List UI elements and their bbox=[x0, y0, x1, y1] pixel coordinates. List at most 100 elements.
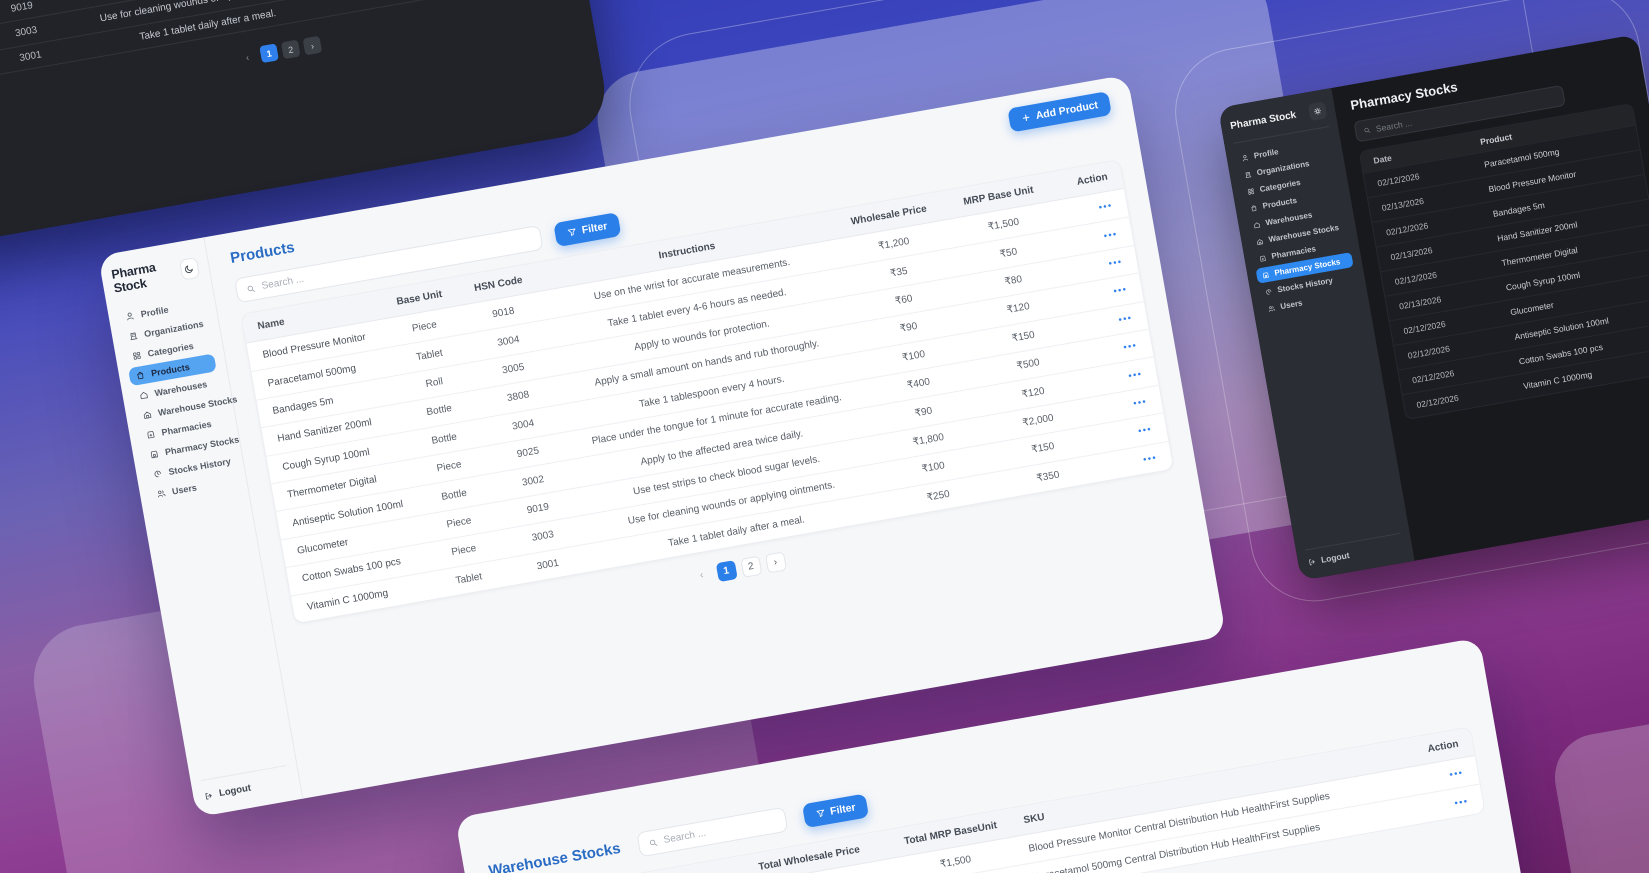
ellipsis-icon: ••• bbox=[1453, 795, 1470, 808]
ellipsis-icon: ••• bbox=[1127, 368, 1144, 381]
filter-button[interactable]: Filter bbox=[801, 792, 870, 828]
row-actions-button[interactable]: ••• bbox=[1104, 450, 1172, 472]
logout-button[interactable]: Logout bbox=[200, 765, 291, 802]
ellipsis-icon: ••• bbox=[1122, 340, 1139, 353]
pagination-next-button[interactable]: › bbox=[302, 35, 323, 56]
search-placeholder: Search ... bbox=[260, 273, 305, 292]
row-actions-button[interactable]: ••• bbox=[1070, 254, 1138, 276]
search-placeholder: Search ... bbox=[662, 827, 707, 847]
sidebar-item-organizations[interactable]: Organizations bbox=[121, 314, 210, 347]
person-icon bbox=[124, 311, 136, 323]
search-placeholder: Search ... bbox=[1375, 117, 1413, 134]
history-icon bbox=[152, 468, 164, 480]
row-actions-button[interactable]: ••• bbox=[1099, 422, 1167, 444]
logout-icon bbox=[1308, 558, 1315, 565]
bag-icon bbox=[1249, 203, 1258, 212]
app-title: Pharma Stock bbox=[110, 260, 157, 296]
search-input[interactable]: Search ... bbox=[234, 224, 544, 304]
add-product-button[interactable]: Add Product bbox=[1007, 91, 1112, 133]
sidebar-item-profile[interactable]: Profile bbox=[1235, 135, 1333, 167]
cell-wholesale-price: ₹250 bbox=[325, 0, 465, 10]
filter-button[interactable]: Filter bbox=[553, 211, 622, 247]
sidebar-item-products[interactable]: Products bbox=[1244, 185, 1342, 217]
sidebar: Pharma Stock Profile Organizations Categor… bbox=[98, 237, 304, 818]
sidebar-item-users[interactable]: Users bbox=[149, 472, 238, 505]
sidebar-item-warehouse-stocks[interactable]: Warehouse Stocks bbox=[1250, 219, 1348, 251]
pagination-page-1[interactable]: 1 bbox=[715, 560, 738, 583]
row-actions-button[interactable]: ••• bbox=[1065, 226, 1133, 248]
warehouse-stocks-window: Warehouse Stocks Search ... Filter NameT… bbox=[455, 637, 1542, 873]
sidebar-item-label: Users bbox=[1279, 298, 1304, 312]
sidebar-item-label: Products bbox=[1261, 195, 1298, 211]
pagination-prev-button[interactable]: ‹ bbox=[699, 569, 705, 582]
sidebar-item-products[interactable]: Products bbox=[127, 353, 217, 387]
sidebar-item-stocks-history[interactable]: Stocks History bbox=[145, 452, 234, 485]
dark-mode-toggle[interactable] bbox=[178, 256, 201, 281]
sidebar-item-profile[interactable]: Profile bbox=[118, 294, 207, 327]
filter-icon bbox=[567, 228, 576, 236]
row-actions-button[interactable]: ••• bbox=[1060, 197, 1128, 219]
page-title: Warehouse Stocks bbox=[487, 839, 622, 873]
history-icon bbox=[1264, 287, 1273, 296]
sidebar-item-organizations[interactable]: Organizations bbox=[1238, 152, 1336, 184]
moon-icon bbox=[185, 264, 194, 273]
sidebar-item-warehouses[interactable]: Warehouses bbox=[131, 373, 220, 406]
sidebar-item-stocks-history[interactable]: Stocks History bbox=[1258, 269, 1356, 301]
building-icon bbox=[1243, 170, 1252, 179]
home-box-icon bbox=[1255, 237, 1264, 246]
pagination-page-2[interactable]: 2 bbox=[280, 39, 301, 60]
add-product-label: Add Product bbox=[1034, 99, 1100, 122]
app-title: Pharma Stock bbox=[1229, 109, 1298, 133]
row-actions-button[interactable]: ••• bbox=[1089, 366, 1157, 388]
column-header-action: Action bbox=[1075, 171, 1109, 188]
sidebar-item-categories[interactable]: Categories bbox=[1241, 168, 1339, 200]
page-title: Products bbox=[228, 238, 296, 267]
search-input[interactable]: Search ... bbox=[1353, 84, 1566, 143]
ellipsis-icon: ••• bbox=[1142, 451, 1158, 465]
pagination-next-button[interactable]: › bbox=[764, 551, 787, 574]
sidebar-item-label: Pharmacies bbox=[160, 418, 213, 438]
users-icon bbox=[1267, 304, 1276, 313]
sidebar-item-label: Profile bbox=[139, 304, 170, 320]
sidebar-item-pharmacy-stocks[interactable]: Pharmacy Stocks bbox=[1255, 252, 1354, 284]
home-icon bbox=[138, 389, 150, 401]
sun-icon bbox=[1314, 107, 1321, 115]
logout-button[interactable]: Logout bbox=[1305, 532, 1404, 568]
sidebar-item-pharmacies[interactable]: Pharmacies bbox=[1253, 235, 1351, 267]
ellipsis-icon: ••• bbox=[1097, 199, 1114, 213]
search-icon bbox=[649, 839, 657, 846]
ellipsis-icon: ••• bbox=[1112, 284, 1129, 297]
ellipsis-icon: ••• bbox=[1107, 256, 1124, 269]
dark-pagination: ‹ 1 2 › bbox=[238, 35, 323, 67]
decor-translucent-rect-bottom-right bbox=[1548, 669, 1649, 873]
filter-label: Filter bbox=[580, 219, 609, 236]
search-input[interactable]: Search ... bbox=[635, 806, 789, 858]
store-box-icon bbox=[1261, 270, 1270, 279]
pagination-page-2[interactable]: 2 bbox=[739, 555, 762, 578]
ellipsis-icon: ••• bbox=[1137, 423, 1153, 437]
pagination-prev-button[interactable]: ‹ bbox=[245, 51, 250, 63]
home-box-icon bbox=[142, 409, 154, 421]
grid-icon bbox=[1246, 186, 1255, 195]
sidebar-item-pharmacy-stocks[interactable]: Pharmacy Stocks bbox=[142, 432, 240, 465]
sidebar-item-warehouses[interactable]: Warehouses bbox=[1247, 202, 1345, 234]
row-actions-button[interactable]: ••• bbox=[1084, 338, 1152, 360]
light-mode-toggle[interactable] bbox=[1307, 101, 1328, 122]
sidebar-item-label: Products bbox=[150, 361, 191, 379]
grid-icon bbox=[131, 350, 143, 362]
row-actions-button[interactable]: ••• bbox=[1074, 282, 1142, 304]
sidebar-item-pharmacies[interactable]: Pharmacies bbox=[138, 412, 227, 445]
sidebar-item-warehouse-stocks[interactable]: Warehouse Stocks bbox=[135, 393, 238, 426]
dark-sidebar: Pharma Stock Profile Organizations Categor… bbox=[1218, 88, 1415, 581]
row-actions-button[interactable]: ••• bbox=[1094, 394, 1162, 416]
row-actions-button[interactable]: ••• bbox=[1384, 793, 1483, 821]
row-actions-button[interactable]: ••• bbox=[1079, 310, 1147, 332]
ellipsis-icon: ••• bbox=[1132, 396, 1148, 409]
logout-label: Logout bbox=[1320, 550, 1351, 565]
building-icon bbox=[128, 330, 140, 342]
dark-sidebar-nav: Profile Organizations Categories Products Wa… bbox=[1235, 135, 1360, 319]
sidebar-item-categories[interactable]: Categories bbox=[125, 334, 214, 367]
sidebar-item-users[interactable]: Users bbox=[1261, 286, 1359, 318]
pagination-page-1[interactable]: 1 bbox=[259, 43, 279, 64]
